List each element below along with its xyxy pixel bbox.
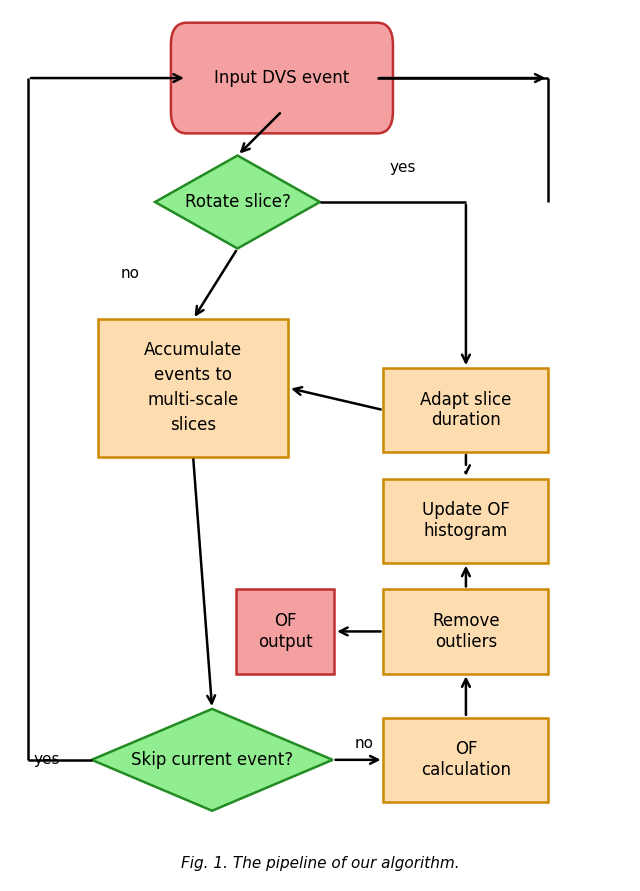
Bar: [383, 589, 548, 674]
Text: yes: yes: [34, 752, 60, 767]
Bar: [383, 718, 548, 802]
Text: OF
calculation: OF calculation: [421, 740, 511, 780]
Text: Skip current event?: Skip current event?: [131, 751, 293, 769]
Text: OF
output: OF output: [258, 612, 312, 650]
Text: Remove
outliers: Remove outliers: [432, 612, 500, 650]
Text: Rotate slice?: Rotate slice?: [184, 193, 291, 211]
Text: no: no: [355, 736, 374, 751]
Text: Update OF
histogram: Update OF histogram: [422, 502, 510, 540]
Text: yes: yes: [389, 160, 416, 176]
Text: Fig. 1. The pipeline of our algorithm.: Fig. 1. The pipeline of our algorithm.: [180, 856, 460, 871]
Text: Adapt slice
duration: Adapt slice duration: [420, 390, 511, 429]
Text: Accumulate
events to
multi-scale
slices: Accumulate events to multi-scale slices: [144, 341, 242, 435]
Bar: [383, 478, 548, 563]
Bar: [383, 368, 548, 452]
Bar: [236, 589, 334, 674]
FancyBboxPatch shape: [171, 22, 393, 134]
Text: no: no: [120, 266, 139, 282]
Bar: [98, 319, 288, 456]
Polygon shape: [155, 156, 320, 249]
Text: Input DVS event: Input DVS event: [214, 69, 349, 87]
Polygon shape: [92, 709, 333, 811]
